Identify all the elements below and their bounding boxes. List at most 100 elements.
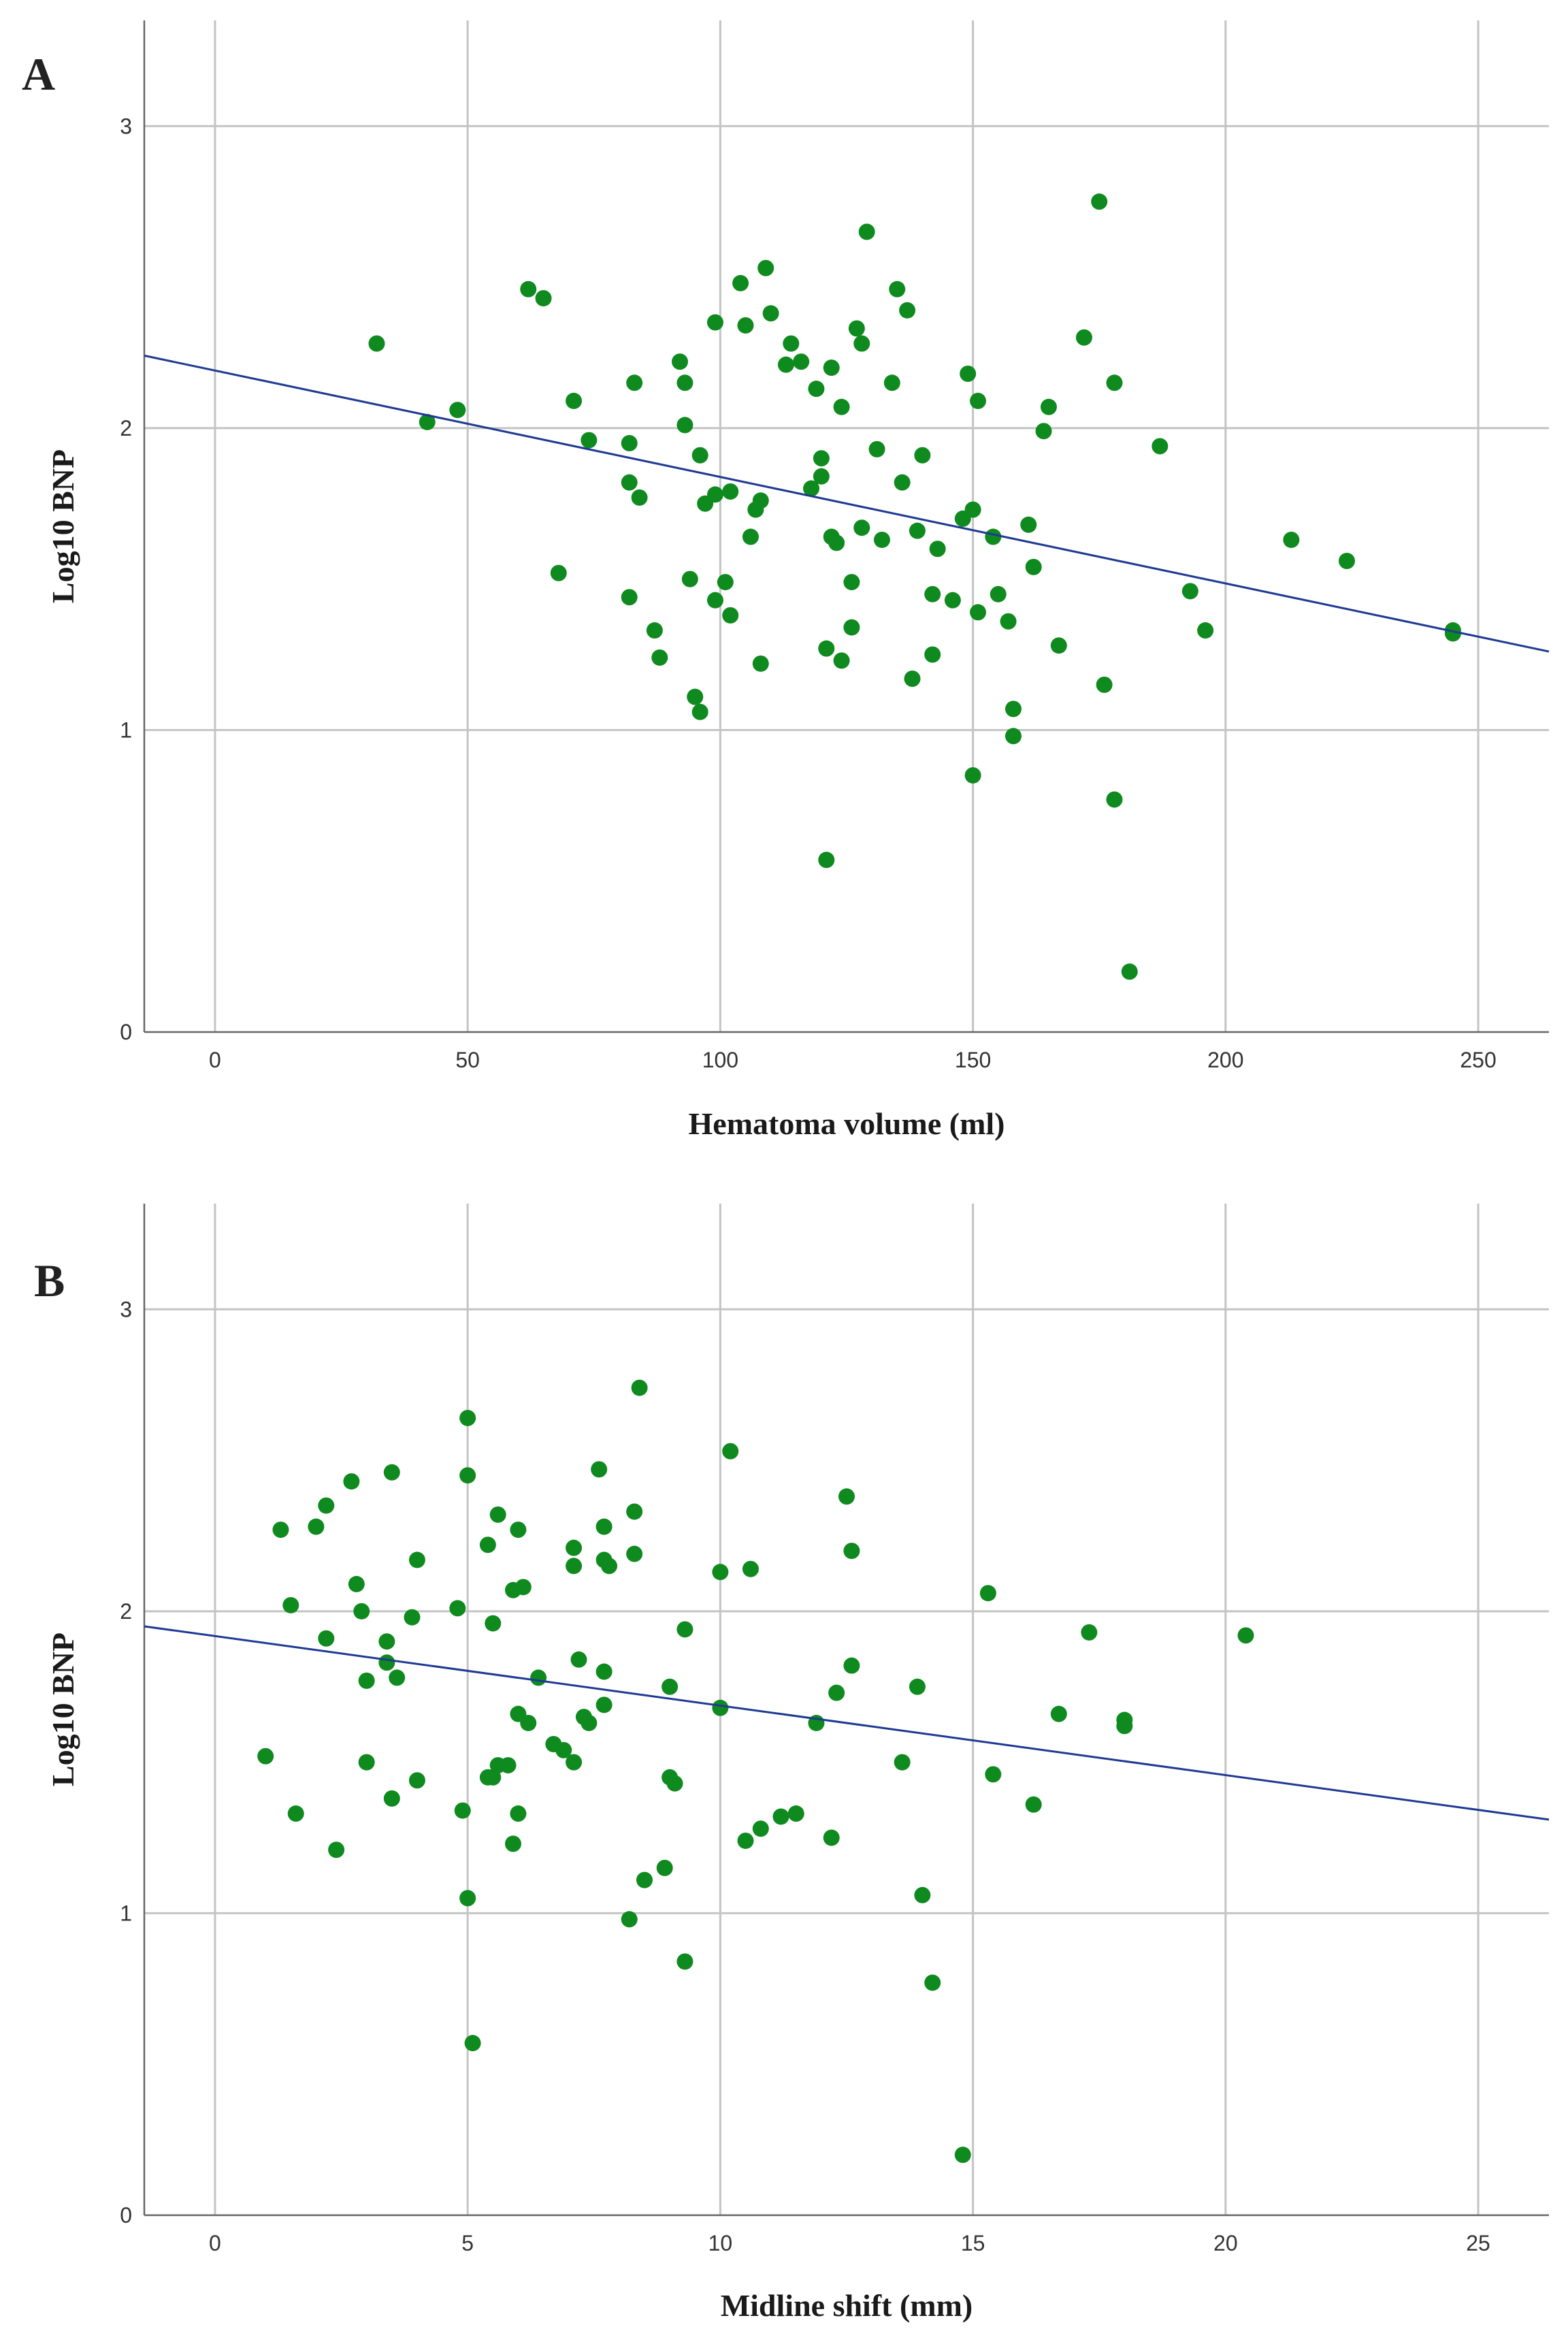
panel-a-point [419, 413, 436, 430]
panel-b-point [566, 1754, 583, 1771]
panel-b-point [626, 1503, 643, 1520]
panel-a-point [757, 259, 774, 276]
panel-b-y-axis-title: Log10 BNP [46, 1632, 80, 1786]
panel-b-point [464, 2035, 481, 2052]
panel-a-x-ticks: 0 50 100 150 200 250 [209, 1048, 1497, 1072]
panel-a-point [843, 619, 860, 636]
panel-b-ytick-2: 2 [120, 1599, 132, 1624]
panel-a-point [621, 589, 638, 606]
panel-a-point [752, 655, 769, 672]
panel-a-point [970, 604, 987, 621]
panel-b-x-ticks: 0 5 10 15 20 25 [209, 2231, 1490, 2255]
panel-b-point [408, 1772, 425, 1789]
panel-b-point [843, 1543, 860, 1560]
panel-b-ytick-0: 0 [120, 2203, 132, 2227]
panel-a-point [732, 274, 749, 291]
panel-b-point [378, 1654, 395, 1671]
panel-b-point [408, 1551, 425, 1568]
panel-b-point [328, 1841, 345, 1858]
panel-a-point [687, 688, 704, 705]
panel-a-point [823, 359, 840, 376]
panel-a-ytick-1: 1 [120, 718, 132, 742]
panel-a-point [843, 574, 860, 591]
panel-b-point [318, 1630, 335, 1647]
panel-b-xtick-3: 15 [961, 2231, 985, 2255]
panel-b-point [601, 1558, 618, 1575]
panel-b-point [510, 1522, 527, 1539]
panel-a-point [1005, 701, 1022, 718]
panel-b-point [566, 1539, 583, 1556]
panel-a-point [651, 649, 668, 666]
panel-a-point [970, 392, 987, 409]
panel-a-point [1035, 423, 1052, 440]
panel-a-point [1339, 553, 1356, 570]
panel-a-point [646, 622, 663, 639]
panel-a-point [706, 486, 723, 503]
panel-a-xtick-4: 200 [1207, 1048, 1243, 1072]
panel-a-point [742, 528, 759, 545]
panel-b-point [621, 1911, 638, 1928]
panel-b-y-ticks: 0 1 2 3 [120, 1297, 132, 2227]
panel-a-point [722, 607, 739, 624]
panel-a-point [1005, 728, 1022, 745]
panel-b-point [1081, 1624, 1098, 1641]
panel-a-point [1091, 193, 1108, 210]
panel-a-point [671, 353, 688, 370]
panel-b-point [591, 1461, 608, 1478]
panel-a-ytick-3: 3 [120, 114, 132, 138]
panel-b-point [712, 1699, 729, 1716]
panel-b-point [520, 1714, 537, 1731]
panel-a-point [722, 483, 739, 500]
panel-b-point [626, 1545, 643, 1562]
panel-a-fit-line [144, 354, 1550, 653]
panel-b-point [500, 1757, 517, 1774]
panel-a-point [777, 356, 794, 373]
panel-a-point [793, 353, 810, 370]
panel-a-x-axis-title: Hematoma volume (ml) [689, 1106, 1005, 1141]
panel-b-point [489, 1506, 506, 1523]
panel-b-letter: B [34, 1255, 65, 1306]
panel-a-point [1152, 438, 1169, 455]
panel-a-point [808, 381, 825, 398]
panel-b-point [894, 1754, 911, 1771]
panel-b-point [772, 1808, 789, 1825]
panel-b-xtick-2: 10 [708, 2231, 733, 2255]
panel-a-point [520, 280, 537, 297]
panel-a-y-ticks: 0 1 2 3 [120, 114, 132, 1044]
panel-a-point [899, 302, 916, 319]
panel-a-point [1020, 516, 1037, 533]
panel-a-letter: A [22, 48, 55, 100]
panel-a-xtick-5: 250 [1460, 1048, 1496, 1072]
panel-a-point [914, 447, 931, 464]
panel-a-point [691, 447, 708, 464]
panel-b-point [348, 1575, 365, 1592]
panel-b-point [358, 1672, 375, 1689]
panel-b-point [1237, 1627, 1254, 1644]
panel-a-ytick-2: 2 [120, 416, 132, 440]
panel-a-point [924, 585, 941, 602]
panel-b-point [843, 1657, 860, 1674]
panel-b-point [595, 1663, 612, 1680]
panel-a-point [1181, 583, 1198, 600]
panel-b-point [752, 1820, 769, 1837]
panel-b-point [787, 1805, 804, 1822]
panel-b-point [823, 1829, 840, 1846]
panel-b-point [909, 1678, 926, 1695]
panel-b-point [656, 1859, 673, 1876]
panel-b-point [595, 1696, 612, 1713]
panel-a-point [676, 374, 693, 391]
panel-a-y-axis-title: Log10 BNP [46, 449, 80, 603]
panel-b-point [257, 1748, 274, 1765]
panel-b-point [459, 1467, 476, 1484]
panel-a-xtick-2: 100 [702, 1048, 738, 1072]
panel-b-point [581, 1714, 598, 1731]
panel-a-point [818, 640, 835, 657]
panel-b-point [636, 1871, 653, 1888]
panel-a-point [681, 570, 698, 588]
panel-a-point [848, 320, 865, 337]
panel-a-point [550, 564, 567, 581]
panel-b-point [343, 1473, 360, 1490]
panel-a-xtick-1: 50 [455, 1048, 480, 1072]
panel-b-point [485, 1615, 502, 1632]
